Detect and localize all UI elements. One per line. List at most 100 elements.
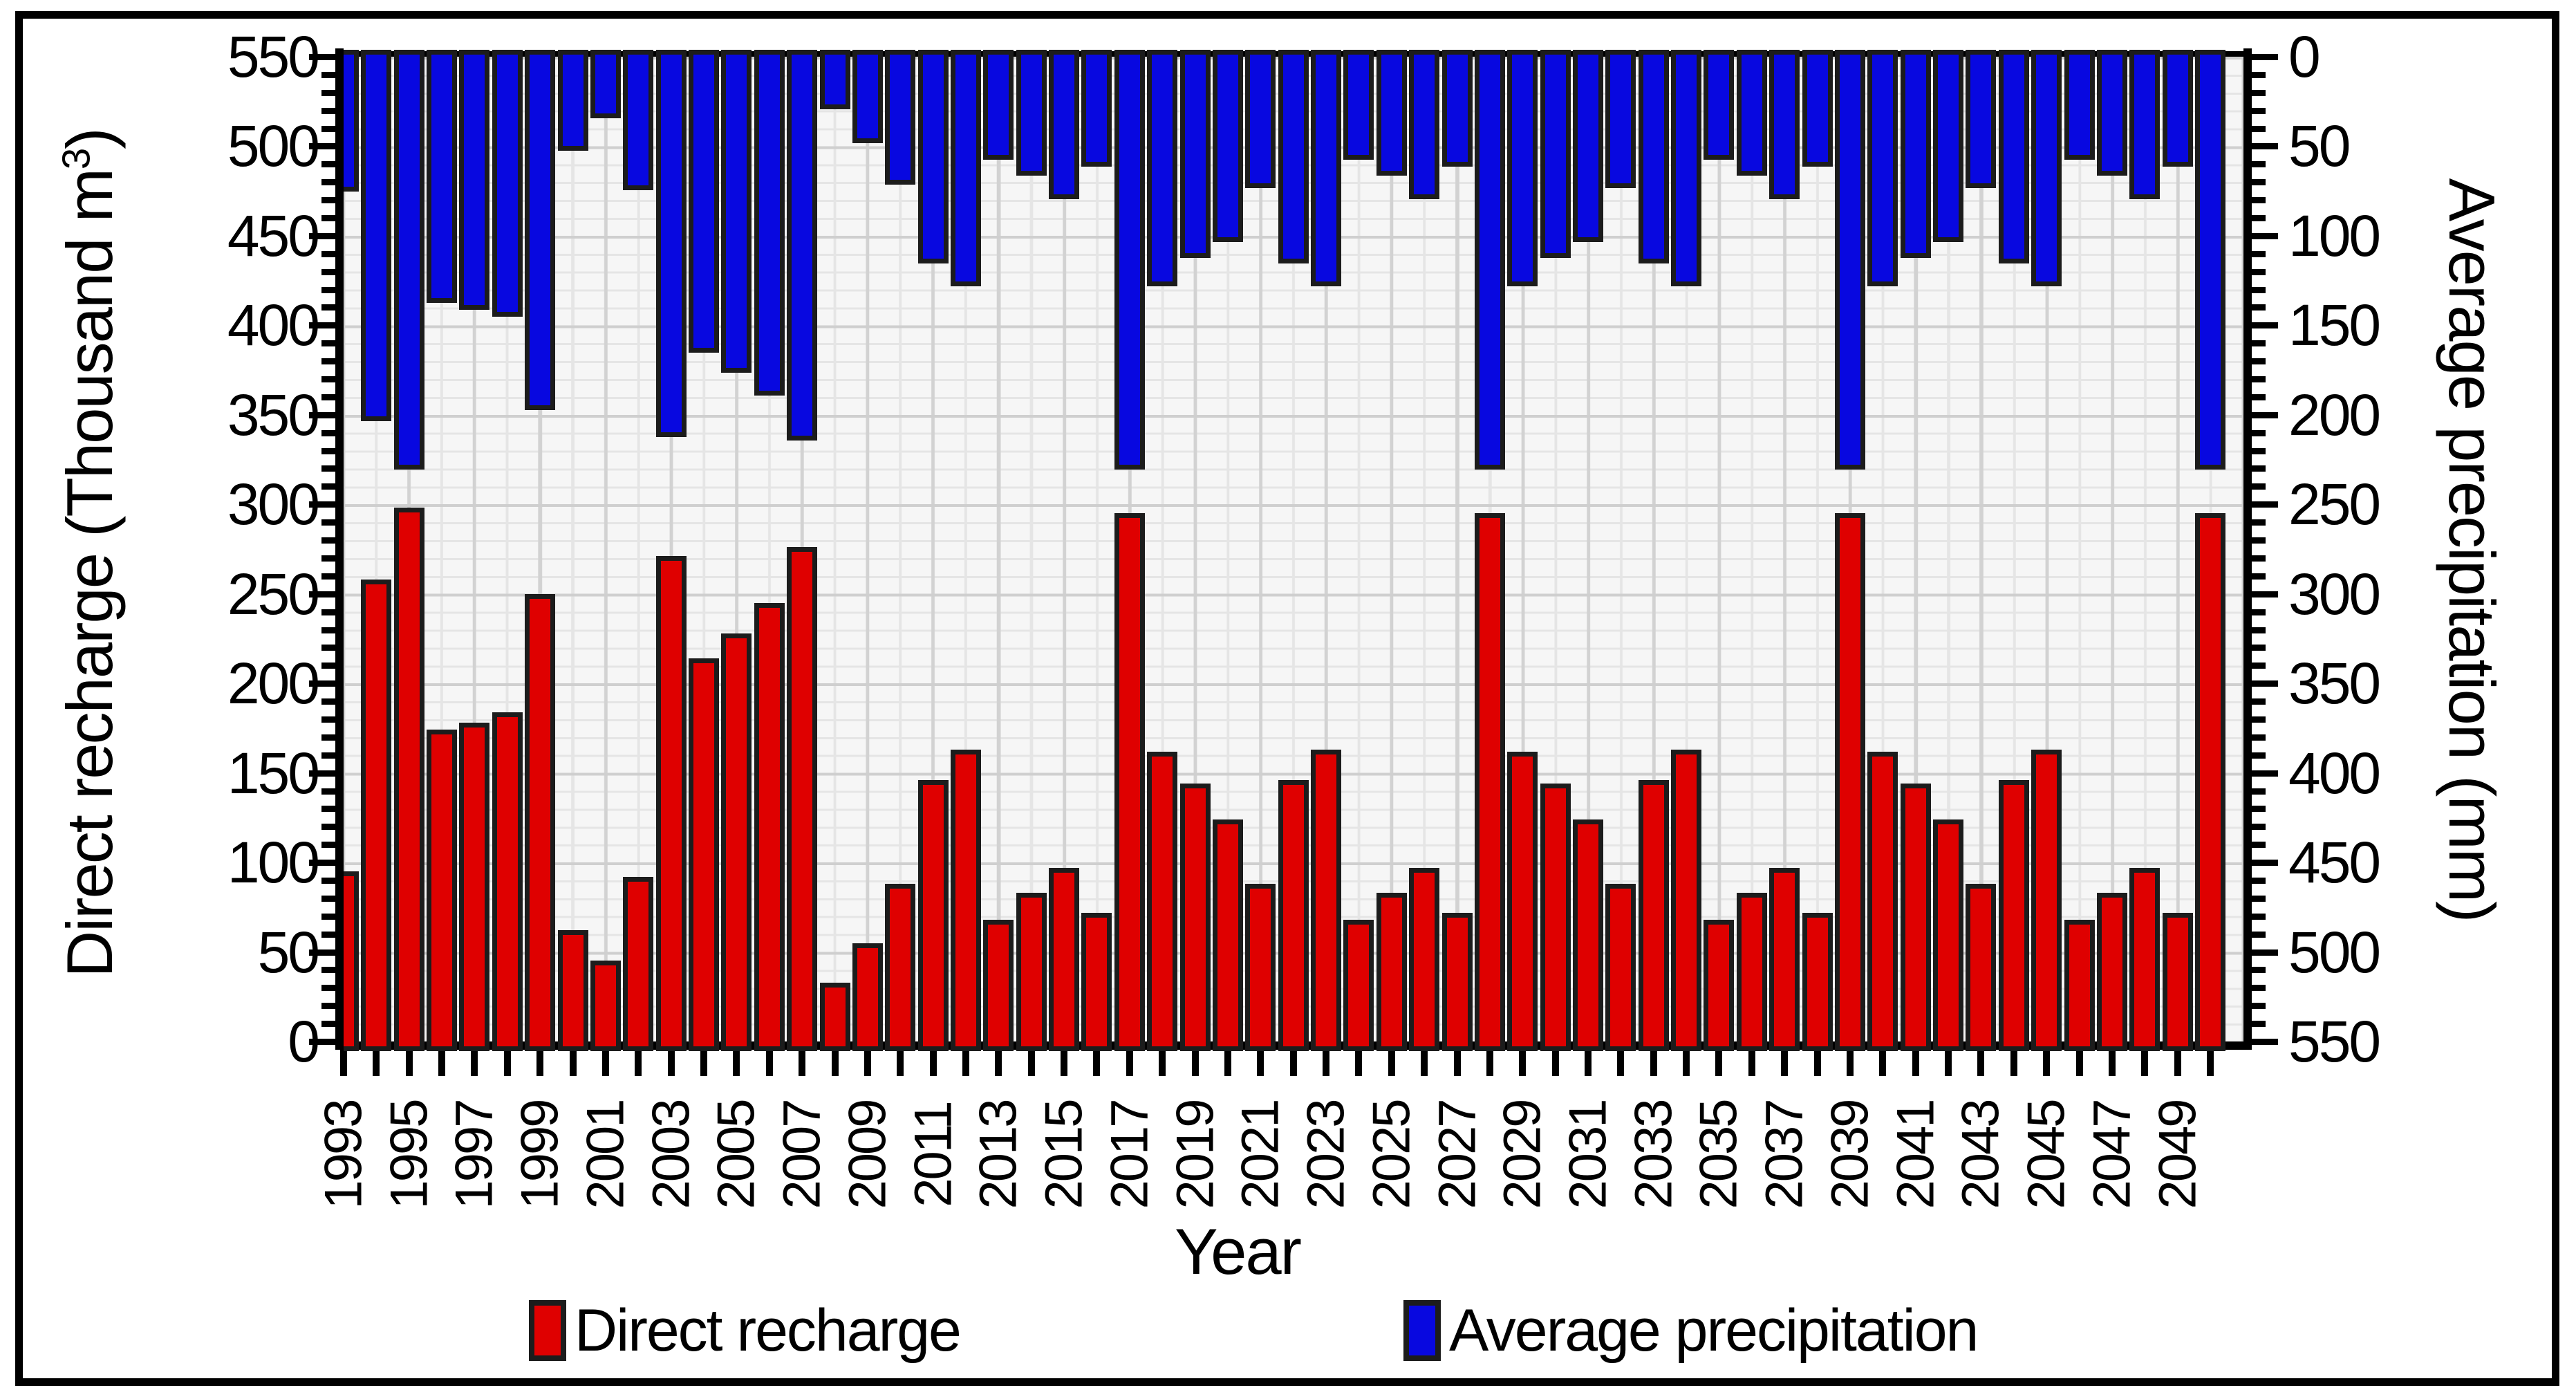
left-axis-tick: [321, 752, 335, 759]
left-axis-tick: [309, 411, 335, 418]
left-axis-tick: [321, 215, 335, 222]
left-axis-tick: [309, 501, 335, 508]
x-axis-tick: [995, 1050, 1002, 1076]
left-axis-tick: [321, 895, 335, 902]
bar-direct-recharge: [1212, 819, 1243, 1051]
x-axis-tick: [799, 1050, 806, 1076]
bar-average-precipitation: [492, 50, 523, 317]
bar-direct-recharge: [1605, 884, 1636, 1051]
left-axis-tick: [321, 483, 335, 490]
bar-direct-recharge: [1147, 751, 1178, 1051]
right-axis-title: Average precipitation (mm): [2436, 178, 2508, 922]
x-axis-tick: [962, 1050, 969, 1076]
right-axis-tick: [2252, 555, 2266, 562]
bar-average-precipitation: [2031, 50, 2062, 287]
x-axis-tick: [471, 1050, 478, 1076]
right-axis-tick: [2252, 429, 2266, 436]
left-axis-tick: [321, 842, 335, 849]
left-axis-tick: [321, 125, 335, 132]
left-axis-line: [335, 48, 344, 1050]
bar-direct-recharge: [885, 884, 916, 1051]
x-axis-tick: [1257, 1050, 1264, 1076]
left-axis-tick: [309, 54, 335, 60]
right-axis-tick: [2252, 268, 2266, 275]
x-axis-tick: [1093, 1050, 1101, 1076]
bar-average-precipitation: [557, 50, 588, 151]
left-axis-tick: [309, 680, 335, 687]
left-axis-tick: [321, 698, 335, 705]
bar-average-precipitation: [1540, 50, 1571, 259]
bar-average-precipitation: [689, 50, 720, 353]
x-axis-tick: [1846, 1050, 1854, 1076]
bar-direct-recharge: [1441, 912, 1473, 1051]
bar-average-precipitation: [1376, 50, 1407, 176]
left-axis-tick: [321, 609, 335, 615]
bar-average-precipitation: [1900, 50, 1931, 259]
left-axis-tick: [321, 304, 335, 311]
bar-average-precipitation: [1441, 50, 1473, 167]
bar-average-precipitation: [1671, 50, 1702, 287]
left-axis-tick: [321, 1003, 335, 1010]
direct-recharge-swatch-icon: [529, 1300, 566, 1361]
bar-direct-recharge: [1311, 749, 1342, 1051]
bar-average-precipitation: [1966, 50, 1997, 189]
x-axis-tick: [601, 1050, 609, 1076]
right-axis-tick: [2252, 1021, 2266, 1028]
left-axis-tick: [321, 429, 335, 436]
left-axis-title-close: ): [53, 129, 126, 149]
bar-direct-recharge: [1081, 912, 1112, 1051]
bar-average-precipitation: [819, 50, 850, 110]
x-axis-tick: [1453, 1050, 1461, 1076]
x-axis-tick: [1585, 1050, 1592, 1076]
bar-average-precipitation: [983, 50, 1014, 160]
left-axis-tick: [321, 788, 335, 795]
left-axis-tick-label: 300: [227, 472, 320, 537]
right-axis-tick: [2252, 1039, 2278, 1045]
bar-direct-recharge: [1998, 779, 2029, 1051]
right-axis-tick: [2252, 967, 2266, 974]
right-axis-tick: [2252, 752, 2266, 759]
x-axis-tick: [2043, 1050, 2051, 1076]
left-axis-tick: [309, 143, 335, 150]
left-axis-tick: [321, 358, 335, 365]
bar-direct-recharge: [1704, 919, 1735, 1051]
left-axis-tick-label: 100: [227, 830, 320, 896]
bar-direct-recharge: [655, 556, 687, 1051]
left-axis-tick: [321, 250, 335, 257]
bar-direct-recharge: [361, 580, 392, 1051]
bar-direct-recharge: [344, 871, 359, 1051]
bar-average-precipitation: [1049, 50, 1080, 199]
right-axis-tick-label: 100: [2288, 203, 2381, 268]
left-axis-tick: [321, 537, 335, 544]
left-axis-tick: [321, 716, 335, 723]
bar-average-precipitation: [623, 50, 654, 190]
bar-direct-recharge: [1834, 513, 1865, 1051]
left-axis-tick-label: 550: [227, 24, 320, 89]
x-axis-tick: [1551, 1050, 1559, 1076]
right-axis-tick: [2252, 734, 2266, 741]
x-axis-tick: [635, 1050, 642, 1076]
right-axis-tick-label: 300: [2288, 561, 2381, 627]
bar-average-precipitation: [1704, 50, 1735, 160]
x-axis-tick: [2174, 1050, 2181, 1076]
left-axis-tick: [321, 573, 335, 580]
right-axis-tick-label: 400: [2288, 740, 2381, 806]
right-axis-tick: [2252, 1003, 2266, 1010]
bar-average-precipitation: [1769, 50, 1800, 199]
bar-average-precipitation: [2162, 50, 2193, 167]
left-axis-tick: [321, 286, 335, 293]
right-axis-tick-label: 50: [2288, 113, 2351, 179]
bar-average-precipitation: [459, 50, 490, 311]
bar-average-precipitation: [1802, 50, 1833, 167]
left-axis-tick-label: 0: [288, 1009, 320, 1074]
x-axis-tick: [929, 1050, 937, 1076]
x-axis-tick: [536, 1050, 544, 1076]
right-axis-tick: [2252, 89, 2266, 96]
right-axis-tick-label: 550: [2288, 1009, 2381, 1074]
bar-average-precipitation: [1114, 50, 1145, 470]
bar-average-precipitation: [1998, 50, 2029, 263]
bar-direct-recharge: [1671, 749, 1702, 1051]
bar-direct-recharge: [917, 779, 949, 1051]
left-axis-tick: [321, 89, 335, 96]
right-axis-tick: [2252, 411, 2278, 418]
